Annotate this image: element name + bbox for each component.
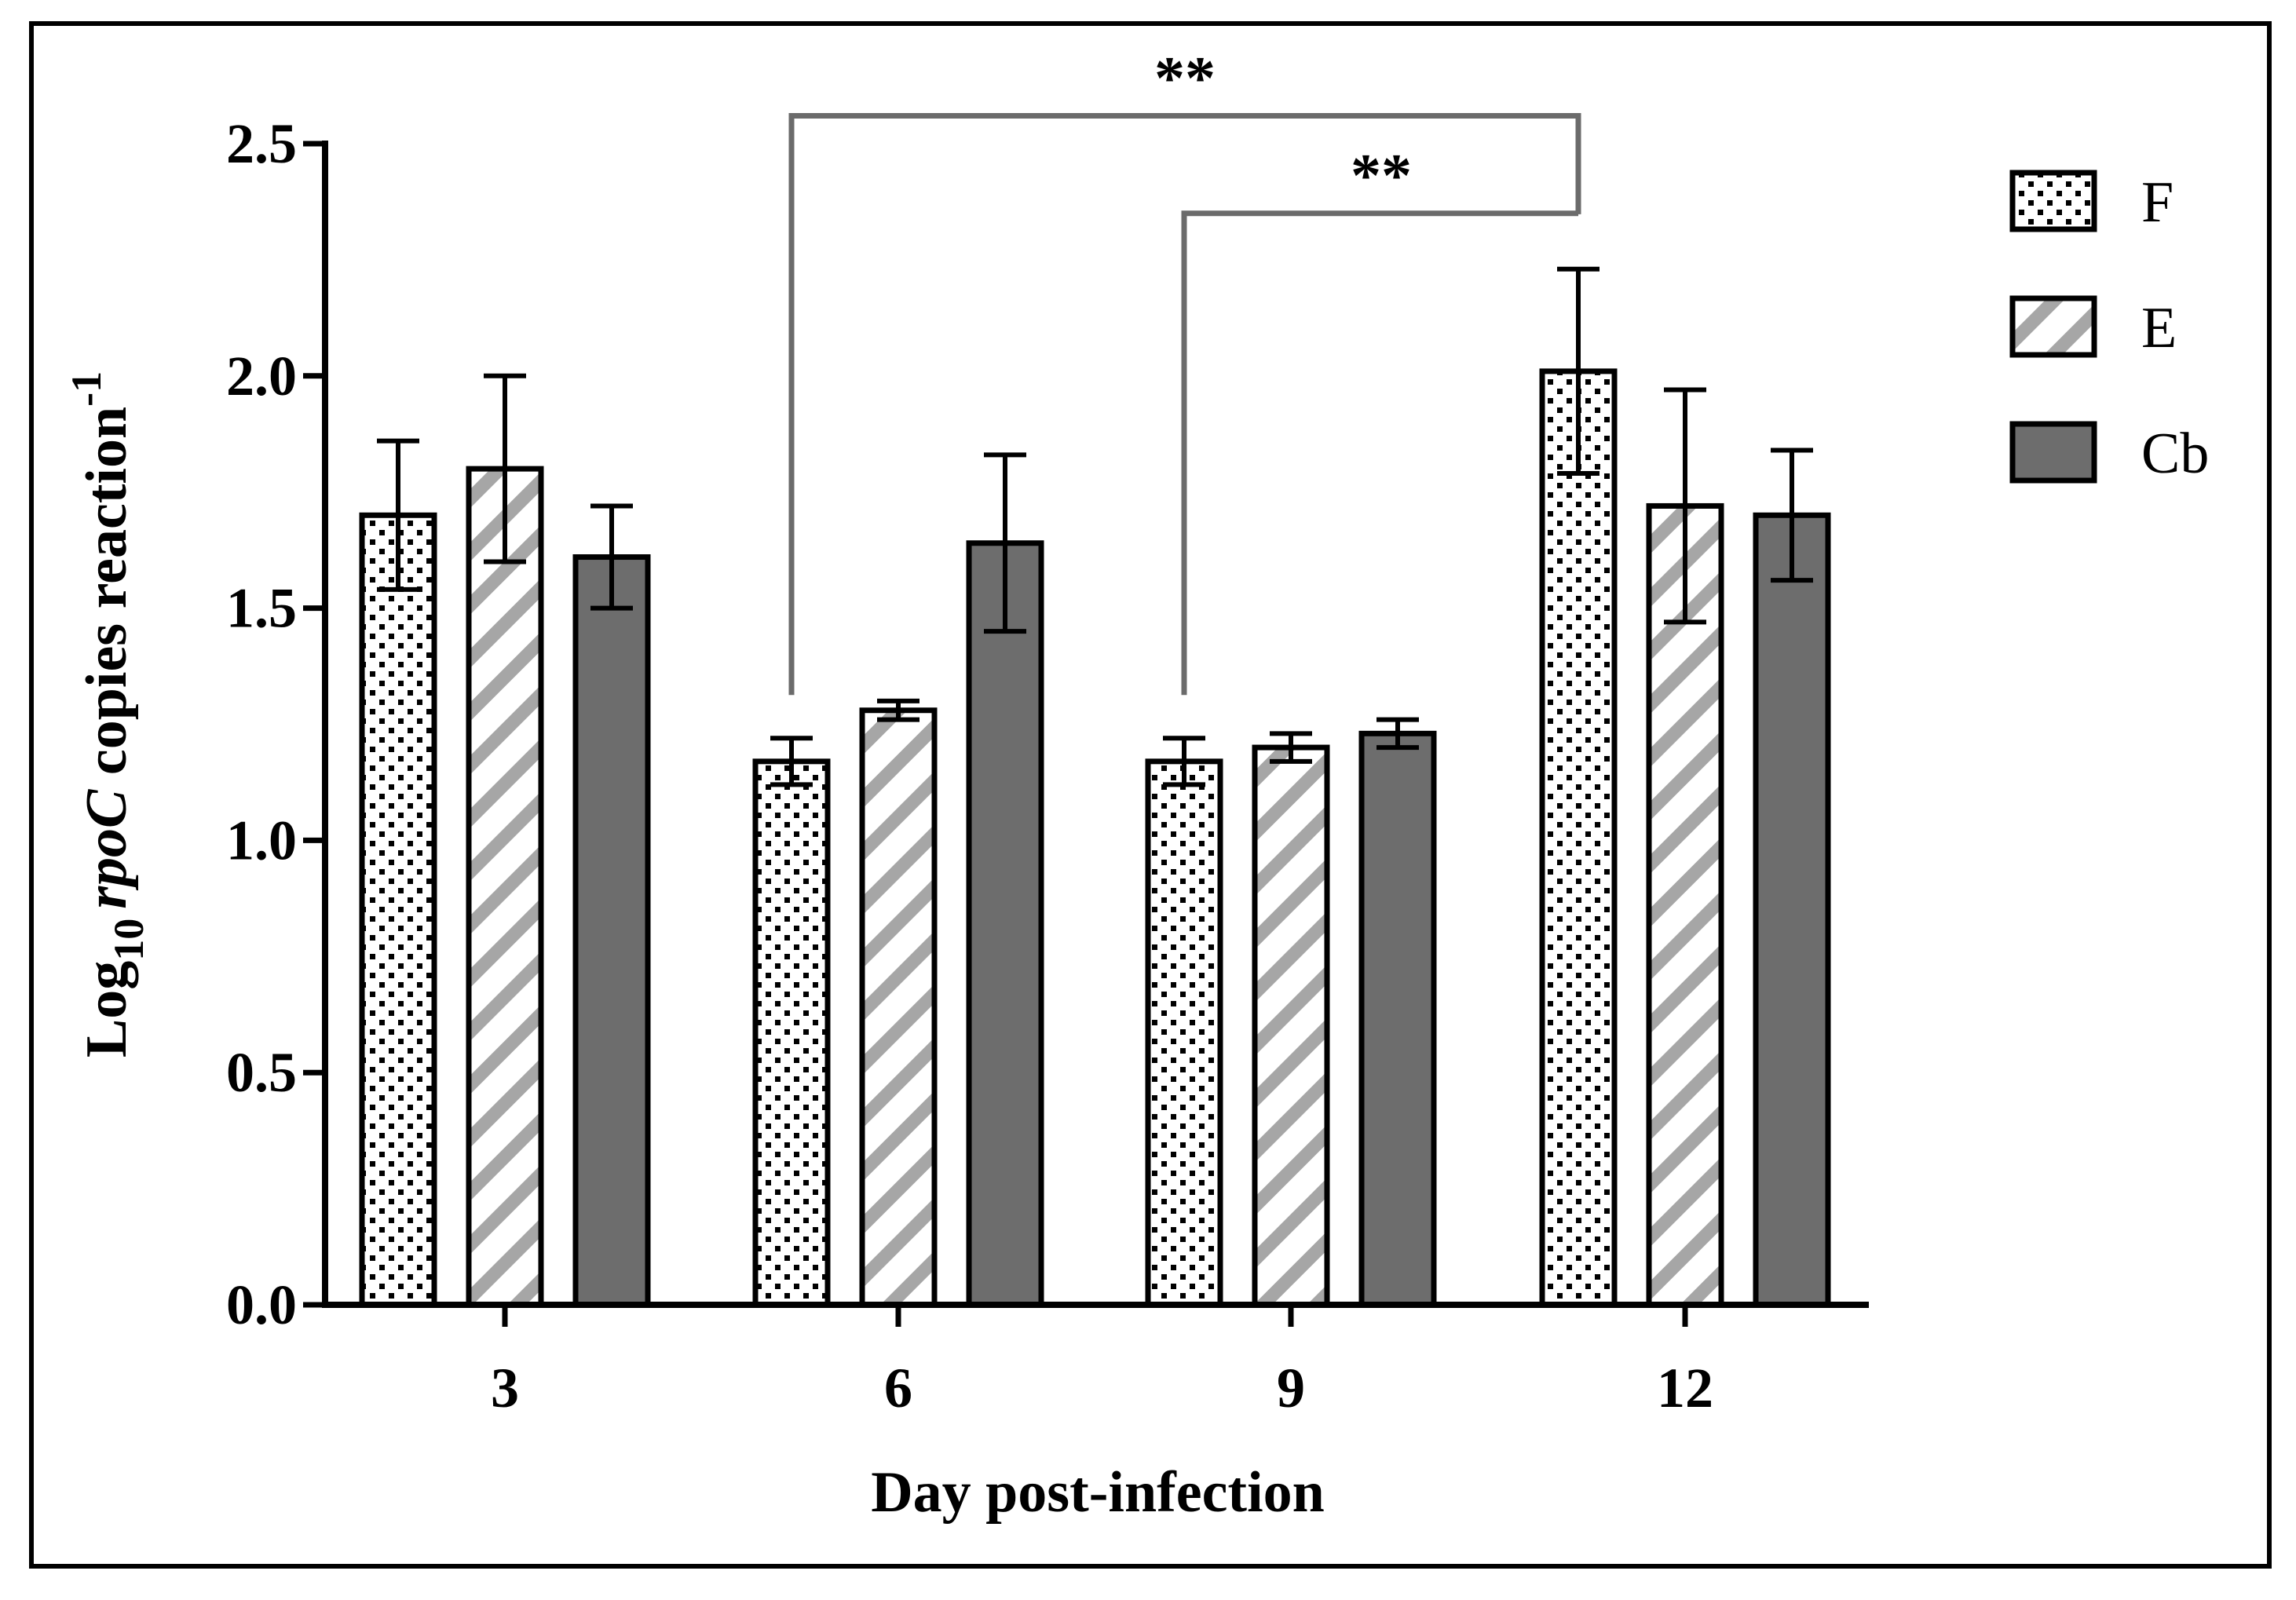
bar-cb-day-12 [1753, 512, 1831, 1308]
bar-cb-day-3 [572, 554, 651, 1308]
significance-bracket-2 [1181, 210, 1581, 696]
significance-label-2: ** [1351, 141, 1412, 210]
bar-e-day-12 [1646, 502, 1724, 1308]
significance-bracket-1 [788, 113, 1581, 696]
bar-f-day-6 [752, 758, 831, 1308]
legend-label-f: F [2141, 170, 2174, 235]
y-tick-label-2.0: 2.0 [226, 345, 297, 407]
bar-f-day-3 [359, 512, 437, 1308]
bar-f-day-12 [1539, 368, 1618, 1308]
y-tick-label-1.5: 1.5 [226, 577, 297, 640]
x-tick-label-12: 12 [1657, 1357, 1713, 1419]
x-tick-label-9: 9 [1277, 1357, 1305, 1419]
legend-label-e: E [2141, 296, 2177, 360]
bar-e-day-3 [466, 466, 544, 1308]
y-axis-title-prefix: Log [75, 961, 139, 1058]
y-axis-title-subscript: 10 [105, 919, 152, 961]
legend-swatch-e [2009, 295, 2097, 358]
bar-f-day-9 [1145, 758, 1223, 1308]
x-tick-label-6: 6 [884, 1357, 912, 1419]
y-tick-label-1.0: 1.0 [226, 809, 297, 871]
x-tick-label-3: 3 [491, 1357, 519, 1419]
bar-cb-day-9 [1358, 730, 1437, 1308]
y-tick-label-2.5: 2.5 [226, 112, 297, 175]
bar-e-day-6 [859, 707, 938, 1308]
legend-swatch-cb [2009, 421, 2097, 484]
y-axis-title: Log10 rpoC copies reaction-1 [63, 371, 152, 1058]
y-axis-title-suffix: copies reaction [75, 407, 139, 790]
x-axis-title: Day post-infection [871, 1460, 1325, 1525]
legend-swatch-f [2009, 170, 2097, 232]
y-axis-title-gene: rpoC [75, 788, 139, 909]
legend-label-cb: Cb [2141, 422, 2209, 486]
y-axis-title-superscript: -1 [63, 371, 110, 407]
bar-cb-day-6 [966, 540, 1044, 1308]
y-tick-label-0.0: 0.0 [226, 1273, 297, 1336]
y-tick-label-0.5: 0.5 [226, 1041, 297, 1104]
bar-e-day-9 [1252, 744, 1330, 1308]
significance-label-1: ** [1154, 44, 1216, 112]
